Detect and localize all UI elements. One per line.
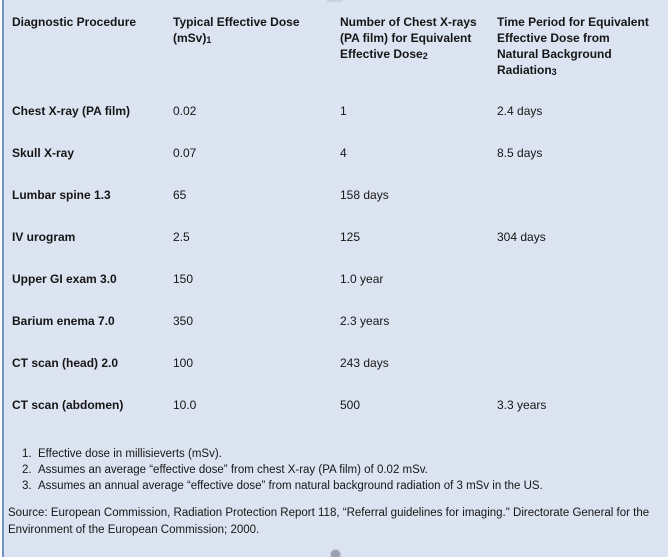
- footnote-number: 2.: [22, 464, 32, 476]
- footnote-text: Effective dose in millisieverts (mSv).: [38, 448, 222, 460]
- cell-time-period: 304 days: [497, 230, 546, 244]
- column-header-typical-effective-dose: Typical Effective Dose (mSv)1: [173, 14, 340, 104]
- table-row: Skull X-ray 0.07 4 8.5 days: [12, 146, 668, 188]
- top-resize-handle-remnant: [327, 0, 343, 2]
- column-header-time-period: Time Period for Equivalent Effective Dos…: [497, 14, 668, 104]
- column-header-number-of-chest-xrays: Number of Chest X-rays (PA film) for Equ…: [340, 14, 497, 104]
- cell-dose: 350: [173, 314, 194, 328]
- cell-dose: 2.5: [173, 230, 190, 244]
- cell-procedure: Upper GI exam 3.0: [12, 272, 117, 286]
- table-row: Chest X-ray (PA film) 0.02 1 2.4 days: [12, 104, 668, 146]
- cell-xray-equivalent: 158 days: [340, 188, 389, 202]
- column-header-label: Number of Chest X-rays (PA film) for Equ…: [340, 15, 477, 61]
- cell-xray-equivalent: 1: [340, 104, 347, 118]
- cell-procedure: CT scan (head) 2.0: [12, 356, 119, 370]
- cell-time-period: [497, 272, 668, 314]
- cell-xray-equivalent: 2.3 years: [340, 314, 390, 328]
- cell-time-period: [497, 314, 668, 356]
- cell-dose: 10.0: [173, 398, 197, 412]
- cell-time-period: [497, 356, 668, 398]
- resize-handle[interactable]: [330, 549, 341, 557]
- footnote-marker: 3: [551, 67, 557, 77]
- footnote-number: 3.: [22, 480, 32, 492]
- table-row: Upper GI exam 3.0 150 1.0 year: [12, 272, 668, 314]
- cell-dose: 0.02: [173, 104, 197, 118]
- cell-xray-equivalent: 4: [340, 146, 347, 160]
- table-row: CT scan (head) 2.0 100 243 days: [12, 356, 668, 398]
- cell-xray-equivalent: 1.0 year: [340, 272, 384, 286]
- table-row: IV urogram 2.5 125 304 days: [12, 230, 668, 272]
- column-header-diagnostic-procedure: Diagnostic Procedure: [12, 14, 173, 104]
- column-header-label: Typical Effective Dose (mSv): [173, 15, 300, 45]
- column-header-label: Diagnostic Procedure: [12, 15, 137, 29]
- footnote-number: 1.: [22, 448, 32, 460]
- footnote-marker: 2: [422, 51, 428, 61]
- source-citation: Source: European Commission, Radiation P…: [8, 507, 650, 536]
- cell-dose: 0.07: [173, 146, 197, 160]
- left-border-line: [2, 0, 4, 557]
- footnote-list: 1. Effective dose in millisieverts (mSv)…: [22, 446, 658, 494]
- cell-procedure: Lumbar spine 1.3: [12, 188, 111, 202]
- table-header-row: Diagnostic Procedure Typical Effective D…: [12, 14, 668, 104]
- cell-time-period: 2.4 days: [497, 104, 543, 118]
- footnote-text: Assumes an annual average “effective dos…: [38, 480, 543, 492]
- cell-xray-equivalent: 125: [340, 230, 361, 244]
- left-margin-strip: [0, 0, 2, 557]
- table-row: Barium enema 7.0 350 2.3 years: [12, 314, 668, 356]
- footnote: 3. Assumes an annual average “effective …: [22, 478, 658, 494]
- cell-dose: 150: [173, 272, 194, 286]
- cell-time-period: 8.5 days: [497, 146, 543, 160]
- dose-table: Diagnostic Procedure Typical Effective D…: [12, 14, 668, 440]
- cell-time-period: 3.3 years: [497, 398, 547, 412]
- table-row: CT scan (abdomen) 10.0 500 3.3 years: [12, 398, 668, 440]
- cell-dose: 100: [173, 356, 194, 370]
- cell-dose: 65: [173, 188, 187, 202]
- cell-xray-equivalent: 500: [340, 398, 361, 412]
- cell-time-period: [497, 188, 668, 230]
- cell-xray-equivalent: 243 days: [340, 356, 389, 370]
- footnote: 1. Effective dose in millisieverts (mSv)…: [22, 446, 658, 462]
- footnote-marker: 1: [206, 35, 212, 45]
- footnote-text: Assumes an average “effective dose” from…: [38, 464, 428, 476]
- cell-procedure: CT scan (abdomen): [12, 398, 124, 412]
- cell-procedure: Chest X-ray (PA film): [12, 104, 131, 118]
- cell-procedure: Barium enema 7.0: [12, 314, 115, 328]
- cell-procedure: Skull X-ray: [12, 146, 75, 160]
- table-row: Lumbar spine 1.3 65 158 days: [12, 188, 668, 230]
- cell-procedure: IV urogram: [12, 230, 76, 244]
- column-header-label: Time Period for Equivalent Effective Dos…: [497, 15, 649, 77]
- footnote: 2. Assumes an average “effective dose” f…: [22, 462, 658, 478]
